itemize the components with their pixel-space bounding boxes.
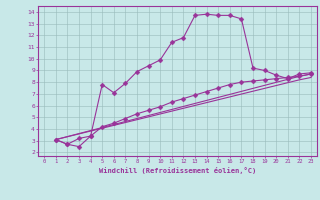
X-axis label: Windchill (Refroidissement éolien,°C): Windchill (Refroidissement éolien,°C) xyxy=(99,167,256,174)
